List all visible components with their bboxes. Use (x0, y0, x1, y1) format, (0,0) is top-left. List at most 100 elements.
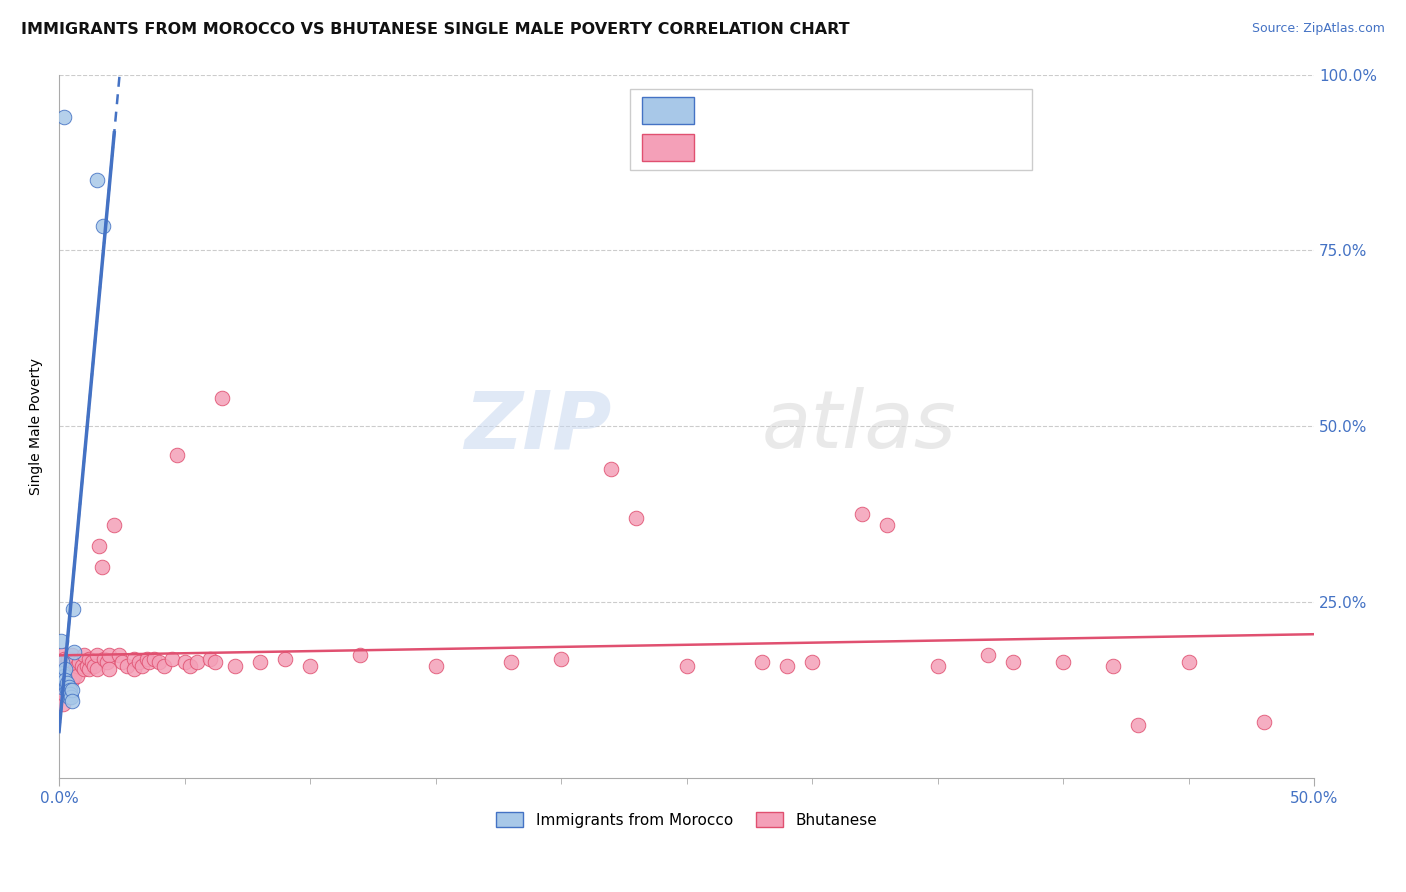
Point (675, 658, 697, 673)
Point (55, 680, 77, 694)
Point (1052, 655, 1074, 669)
Point (111, 655, 134, 669)
Point (851, 508, 873, 522)
Point (51, 673, 73, 687)
Point (1253, 714, 1275, 729)
Point (60, 662, 83, 676)
Point (274, 651, 297, 665)
Point (160, 651, 183, 665)
Point (86, 648, 108, 662)
Point (179, 658, 201, 673)
Point (53, 680, 76, 694)
Point (65, 669, 87, 683)
Point (60, 648, 83, 662)
Point (425, 658, 447, 673)
Point (51, 673, 73, 687)
Point (224, 658, 246, 673)
Point (62, 602, 84, 616)
Point (63, 644, 86, 658)
Point (59, 687, 82, 701)
Point (51, 655, 73, 669)
Point (96, 655, 118, 669)
Point (153, 658, 176, 673)
Point (53, 658, 76, 673)
Point (143, 651, 166, 665)
Point (58, 683, 80, 698)
Point (927, 658, 949, 673)
Point (166, 448, 188, 462)
Point (52, 698, 75, 712)
Point (977, 648, 1000, 662)
Point (86, 173, 108, 187)
Point (53, 662, 76, 676)
Point (55, 662, 77, 676)
Point (1102, 658, 1125, 673)
Point (98, 648, 121, 662)
Point (73, 648, 96, 662)
Point (76, 658, 98, 673)
Point (128, 655, 150, 669)
Point (56, 687, 79, 701)
Point (1177, 655, 1199, 669)
Point (53, 676, 76, 690)
Point (801, 655, 824, 669)
Point (77, 651, 100, 665)
Point (63, 655, 86, 669)
Point (60, 694, 83, 708)
Point (198, 651, 221, 665)
Point (131, 658, 153, 673)
Point (53, 669, 76, 683)
Point (124, 651, 146, 665)
Point (77, 662, 100, 676)
Point (58, 658, 80, 673)
Point (52, 665, 75, 680)
Point (600, 461, 623, 475)
Point (52, 669, 75, 683)
Point (56, 676, 79, 690)
Point (56, 651, 79, 665)
Point (56, 680, 79, 694)
Point (58, 680, 80, 694)
Point (299, 658, 322, 673)
Point (58, 680, 80, 694)
Point (67, 655, 90, 669)
Point (93, 651, 115, 665)
Point (138, 655, 160, 669)
Point (59, 651, 82, 665)
Point (90, 560, 112, 574)
Point (103, 517, 125, 532)
Point (186, 655, 208, 669)
Point (65, 658, 87, 673)
Point (53, 669, 76, 683)
Point (751, 655, 773, 669)
Point (211, 391, 233, 405)
Point (1128, 718, 1150, 732)
Point (51, 648, 73, 662)
Point (53, 687, 76, 701)
Point (53, 665, 76, 680)
Point (499, 655, 522, 669)
Point (52, 676, 75, 690)
Point (249, 655, 271, 669)
Point (49, 634, 72, 648)
Text: IMMIGRANTS FROM MOROCCO VS BHUTANESE SINGLE MALE POVERTY CORRELATION CHART: IMMIGRANTS FROM MOROCCO VS BHUTANESE SIN… (21, 22, 849, 37)
Point (349, 648, 371, 662)
Point (115, 658, 138, 673)
Point (135, 651, 157, 665)
Point (58, 669, 80, 683)
Point (83, 658, 105, 673)
Point (58, 690, 80, 705)
Point (86, 662, 108, 676)
Point (53, 110, 76, 124)
Point (56, 665, 79, 680)
Point (124, 662, 146, 676)
Point (550, 651, 572, 665)
Point (60, 683, 83, 698)
Point (53, 651, 76, 665)
Point (626, 511, 648, 525)
Point (89, 539, 111, 553)
Point (98, 662, 121, 676)
Point (1001, 655, 1024, 669)
Point (59, 665, 82, 680)
Point (73, 662, 96, 676)
